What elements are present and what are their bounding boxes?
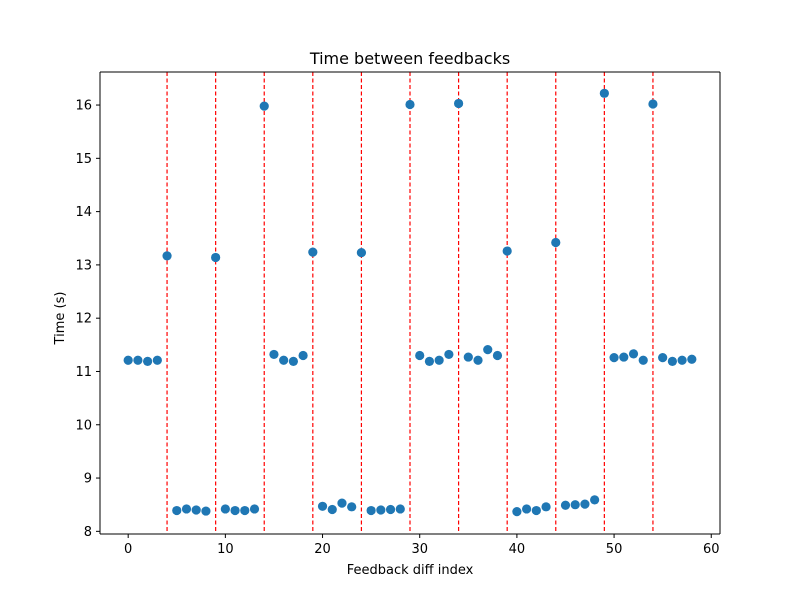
data-point [463, 352, 473, 362]
data-point [473, 355, 483, 365]
data-point [133, 355, 143, 365]
data-point [609, 353, 619, 363]
data-point [628, 349, 639, 359]
data-point [288, 356, 298, 366]
data-point [337, 498, 347, 508]
x-tick-label: 50 [606, 542, 623, 557]
data-point [366, 505, 376, 516]
data-point [395, 504, 405, 514]
data-point [191, 505, 201, 515]
data-point [638, 355, 648, 365]
data-point [619, 352, 629, 362]
data-point [240, 505, 250, 516]
y-tick-label: 10 [75, 418, 92, 433]
data-point [560, 500, 571, 510]
data-point [269, 349, 279, 360]
data-point [279, 355, 289, 365]
data-point [648, 99, 658, 109]
data-point [531, 505, 541, 516]
data-point [405, 99, 415, 110]
data-point [687, 354, 697, 364]
data-point [580, 499, 590, 509]
y-tick-label: 8 [84, 525, 92, 540]
y-tick-label: 16 [75, 99, 92, 114]
data-point [483, 345, 493, 355]
data-point [356, 248, 367, 258]
data-point [512, 507, 522, 517]
data-point [667, 356, 677, 366]
data-point [181, 504, 192, 514]
data-point [220, 504, 230, 514]
data-point [317, 501, 328, 511]
x-tick-label: 30 [411, 542, 428, 557]
data-point [541, 502, 551, 512]
data-point [347, 502, 357, 512]
data-point [453, 98, 464, 109]
y-tick-label: 13 [75, 258, 92, 273]
plot-area: 0 10 20 30 40 50 60 8 9 10 11 12 13 14 15 16 [75, 71, 721, 557]
data-point [444, 349, 454, 360]
y-axis-label: Time (s) [53, 292, 68, 346]
data-point [249, 504, 260, 514]
data-point [522, 504, 532, 514]
x-tick-label: 60 [703, 542, 720, 557]
data-point [376, 505, 386, 515]
data-point [677, 355, 687, 365]
data-point [308, 247, 318, 257]
y-tick-label: 15 [75, 152, 92, 167]
data-point [599, 88, 609, 98]
y-tick-label: 11 [75, 365, 92, 380]
data-point [123, 355, 133, 365]
x-tick-label: 40 [509, 542, 526, 557]
data-point [385, 504, 396, 515]
data-point [434, 355, 444, 365]
y-tick-label: 14 [75, 205, 92, 220]
data-point [201, 506, 211, 516]
data-point [327, 504, 337, 515]
x-tick-label: 10 [217, 542, 234, 557]
data-point [590, 495, 600, 505]
data-point [298, 350, 308, 361]
data-point [492, 350, 503, 361]
data-point [551, 237, 561, 248]
data-point [143, 356, 153, 366]
y-tick-label: 9 [84, 472, 92, 487]
data-point [502, 246, 512, 256]
data-point [658, 353, 668, 363]
x-axis-label: Feedback diff index [347, 563, 474, 578]
chart-title: Time between feedbacks [309, 49, 510, 68]
data-point [230, 505, 240, 516]
x-tick-label: 20 [314, 542, 331, 557]
data-point [172, 505, 182, 516]
data-point [162, 251, 172, 261]
x-tick-label: 0 [124, 542, 132, 557]
y-tick-label: 12 [75, 312, 92, 327]
data-point [570, 500, 580, 510]
data-point [424, 356, 435, 366]
data-point [259, 101, 269, 111]
data-point [211, 252, 221, 263]
data-point [152, 355, 162, 365]
data-point [415, 350, 425, 361]
